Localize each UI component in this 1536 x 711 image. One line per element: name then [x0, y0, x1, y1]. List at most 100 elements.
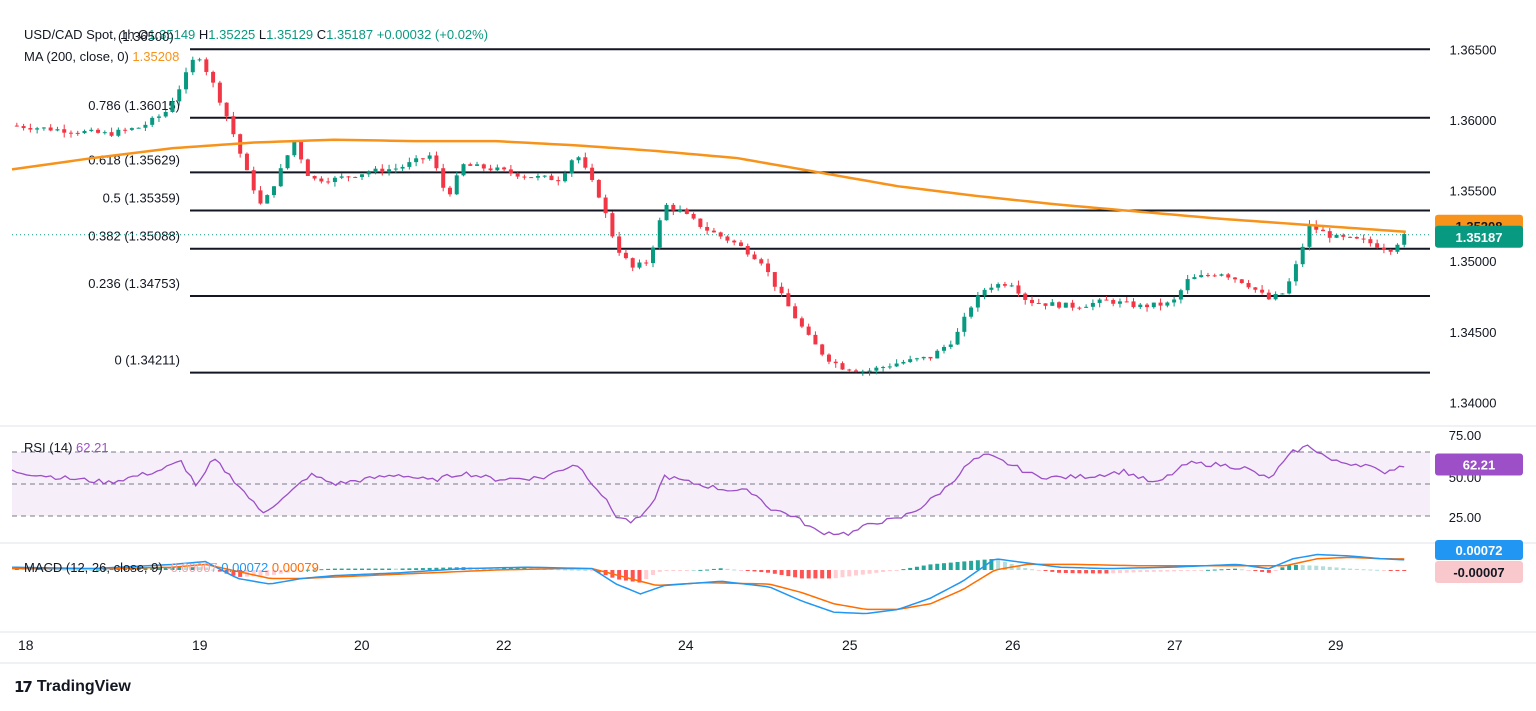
macd-histogram-bar — [989, 559, 994, 570]
candle — [1145, 303, 1150, 312]
macd-histogram-bar — [170, 567, 175, 570]
x-axis-tick-label: 19 — [192, 637, 208, 653]
tradingview-logo-text: TradingView — [36, 678, 131, 695]
macd-histogram-bar — [299, 570, 304, 571]
candle — [441, 163, 446, 192]
candle — [1063, 302, 1068, 308]
macd-histogram-bar — [1057, 570, 1062, 573]
macd-histogram-bar — [332, 568, 337, 570]
macd-histogram-bar — [21, 568, 26, 570]
macd-histogram-bar — [1314, 565, 1319, 570]
candle — [1117, 298, 1122, 308]
candle — [1172, 296, 1177, 307]
candle — [1341, 233, 1346, 241]
macd-histogram-bar — [89, 569, 94, 571]
fib-level-label: 0.786 (1.36015) — [88, 98, 180, 113]
macd-histogram-bar — [1334, 567, 1339, 570]
macd-histogram-bar — [1260, 570, 1265, 572]
candle — [326, 177, 331, 185]
macd-histogram-bar — [1354, 568, 1359, 570]
candle — [495, 164, 500, 173]
y-axis-tick-label: 1.34500 — [1450, 325, 1497, 340]
candle — [116, 127, 121, 137]
candle — [1205, 272, 1210, 278]
macd-histogram-bar — [217, 570, 222, 572]
macd-histogram-bar — [1151, 570, 1156, 572]
candle — [204, 57, 209, 76]
macd-histogram-bar — [867, 570, 872, 574]
candle — [799, 316, 804, 329]
candle — [1402, 231, 1407, 248]
candle — [962, 312, 967, 337]
candle — [678, 205, 683, 213]
candle — [1348, 236, 1353, 239]
macd-histogram-bar — [1287, 565, 1292, 570]
macd-histogram-bar — [184, 567, 189, 570]
candle — [1260, 285, 1265, 295]
candle — [535, 173, 540, 181]
macd-histogram-bar — [1280, 567, 1285, 570]
macd-histogram-bar — [860, 570, 865, 575]
candle — [96, 128, 101, 134]
macd-histogram-bar — [1016, 565, 1021, 570]
candle — [454, 172, 459, 196]
macd-histogram-bar — [752, 570, 757, 572]
candle — [359, 174, 364, 180]
symbol-header: USD/CAD Spot, 1h O1.35149 H1.35225 L1.35… — [24, 27, 488, 42]
macd-histogram-bar — [644, 570, 649, 580]
candle — [353, 176, 358, 178]
ma-200-line — [11, 138, 1406, 234]
candle — [522, 174, 527, 180]
candle — [190, 56, 195, 75]
candle — [177, 85, 182, 106]
candle — [197, 57, 202, 62]
candle — [630, 257, 635, 272]
macd-histogram-bar — [847, 570, 852, 577]
candle — [671, 203, 676, 216]
macd-histogram-bar — [779, 570, 784, 575]
candle — [48, 124, 53, 132]
candle — [590, 163, 595, 183]
macd-histogram-bar — [1165, 570, 1170, 572]
candle — [1043, 303, 1048, 310]
macd-histogram-bar — [969, 560, 974, 570]
macd-histogram-bar — [1178, 570, 1183, 572]
candle — [738, 239, 743, 247]
macd-histogram-bar — [657, 570, 662, 572]
macd-histogram-bar — [576, 569, 581, 571]
macd-histogram-bar — [292, 570, 297, 572]
macd-histogram-bar — [772, 570, 777, 574]
candle — [1314, 220, 1319, 234]
macd-histogram-bar — [258, 570, 263, 577]
candle — [826, 353, 831, 365]
macd-histogram-bar — [623, 570, 628, 581]
candle — [813, 331, 818, 345]
macd-histogram-bar — [1172, 570, 1177, 572]
macd-value-tag — [1435, 540, 1523, 560]
macd-histogram-bar — [427, 567, 432, 570]
candle — [725, 235, 730, 244]
tradingview-logo[interactable]: 17 TradingView — [14, 678, 131, 696]
macd-histogram-bar — [914, 566, 919, 570]
candle — [1185, 274, 1190, 294]
candle — [874, 365, 879, 375]
candle — [332, 176, 337, 187]
candle — [921, 356, 926, 361]
candle — [664, 202, 669, 221]
candle — [109, 127, 114, 137]
macd-histogram-bar — [339, 568, 344, 570]
fib-level-label: 0 (1.34211) — [114, 353, 180, 368]
macd-histogram-bar — [109, 569, 114, 571]
candle — [914, 357, 919, 362]
candle — [996, 282, 1001, 291]
macd-histogram-bar — [1063, 570, 1068, 573]
macd-histogram-bar — [1219, 569, 1224, 571]
candle — [705, 222, 710, 235]
macd-histogram-bar — [1300, 565, 1305, 570]
macd-histogram-bar — [1273, 570, 1278, 571]
candle — [1077, 306, 1082, 311]
macd-histogram-bar — [1381, 570, 1386, 571]
candle — [305, 158, 310, 176]
candle — [1381, 243, 1386, 254]
candle — [1212, 273, 1217, 277]
